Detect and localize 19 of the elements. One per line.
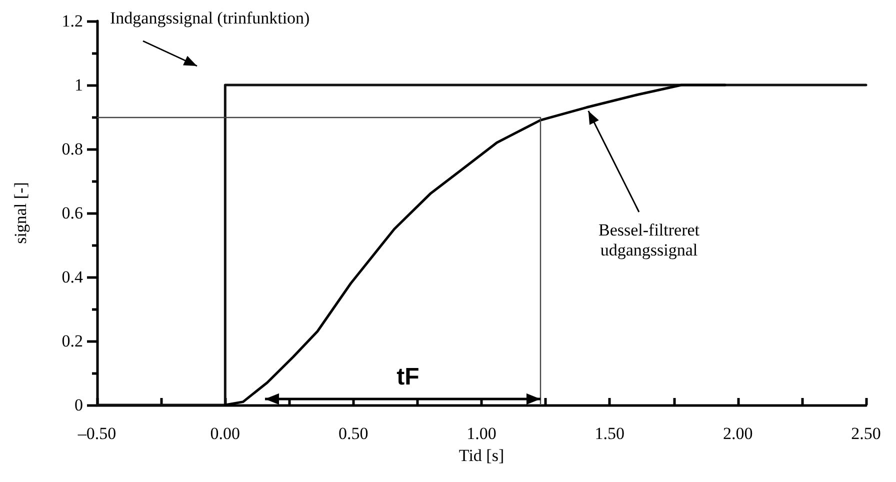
annotation: tF [396,364,420,390]
y-tick-label: 1.2 [62,12,83,30]
y-tick-label: 0.4 [62,268,84,286]
annotation: Indgangssignal (trinfunktion) [110,8,310,28]
y-tick-label: 0.8 [62,140,83,158]
y-tick-label: 0.6 [62,204,83,222]
x-tick-label: 1.50 [594,424,625,443]
y-tick-label: 1 [74,76,83,94]
x-tick-label: 1.00 [466,424,496,443]
x-tick-label: –0.50 [76,424,116,443]
y-axis-title: signal [-] [11,182,30,244]
x-tick-label: 2.00 [722,424,753,443]
annotation: Bessel-filtreret udgangssignal [598,220,700,260]
y-tick-label: 0 [74,396,83,414]
x-tick-label: 2.50 [851,424,881,443]
x-tick-label: 0.00 [210,424,240,443]
y-tick-label: 0.2 [62,332,83,350]
x-axis-title: Tid [s] [458,446,504,465]
x-tick-label: 0.50 [338,424,368,443]
